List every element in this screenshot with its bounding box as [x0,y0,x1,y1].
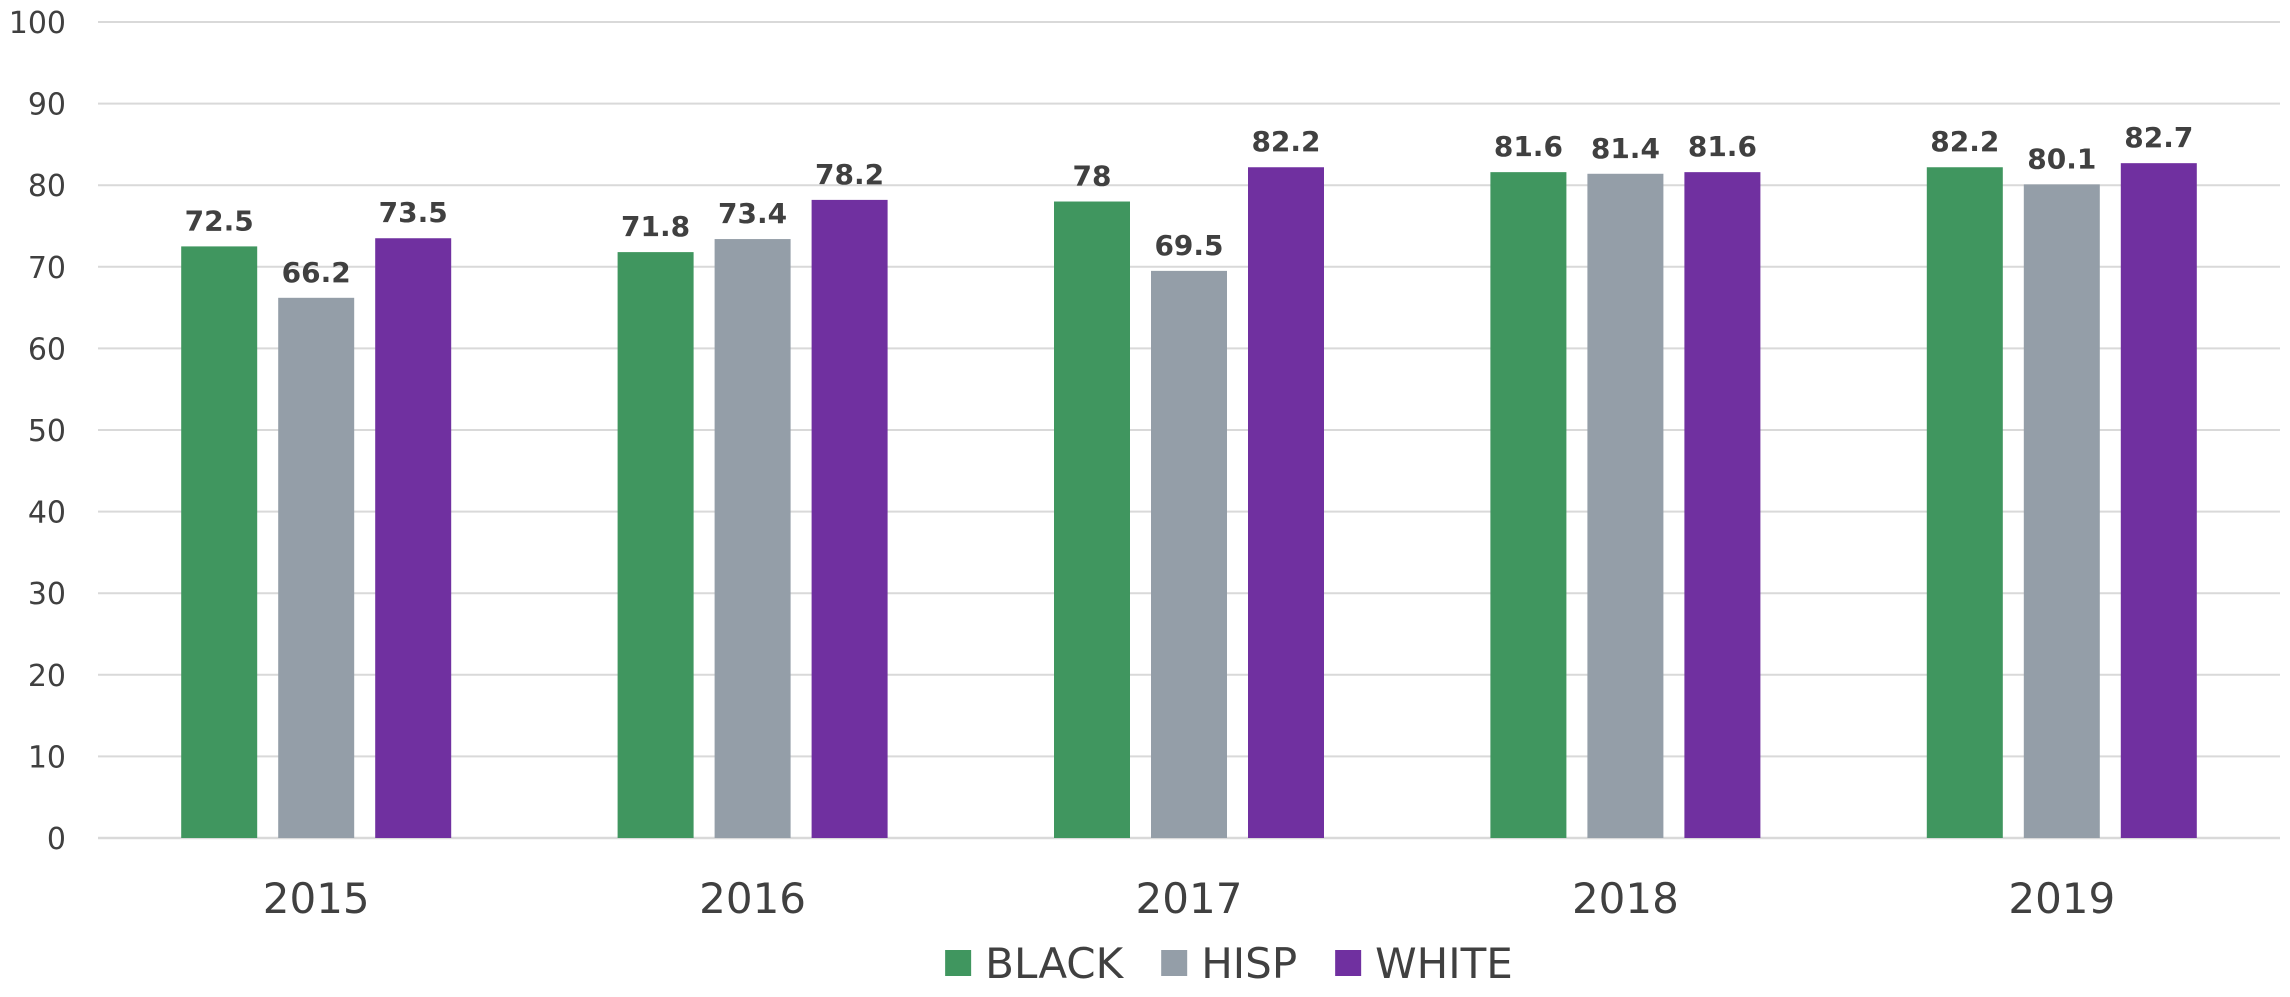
x-category-label: 2017 [1136,874,1243,923]
data-label: 80.1 [2027,142,2096,175]
legend-label-hisp: HISP [1201,939,1297,988]
y-axis-tick-labels: 0 10 20 30 40 50 60 70 80 90 100 [9,6,66,857]
bar-black-2017 [1054,201,1130,838]
bar-white-2015 [375,238,452,839]
legend-label-black: BLACK [985,939,1124,988]
data-label: 81.4 [1591,132,1660,165]
x-category-label: 2015 [263,874,370,923]
legend-swatch-hisp [1161,950,1188,976]
data-label: 78.2 [815,158,884,191]
bar-hisp-2019 [2023,184,2100,838]
data-label: 71.8 [621,210,690,243]
legend: BLACK HISP WHITE [945,939,1513,988]
bar-white-2019 [2120,163,2197,839]
y-tick-label: 0 [47,822,66,857]
data-label: 81.6 [1688,130,1757,163]
y-tick-label: 100 [9,6,66,41]
bar-white-2018 [1684,172,1761,839]
bar-hisp-2017 [1151,270,1227,838]
bar-white-2016 [811,199,888,838]
legend-swatch-white [1335,950,1362,976]
data-label: 78 [1073,160,1112,193]
y-tick-label: 40 [28,496,66,531]
data-label: 69.5 [1154,229,1223,262]
x-axis-category-labels: 2015 2016 2017 2018 2019 [263,874,2115,923]
data-label: 82.2 [1930,125,1999,158]
x-category-label: 2019 [2008,874,2115,923]
data-labels: 72.5 66.2 73.5 71.8 73.4 78.2 78 69.5 82.2 81.6 81… [185,121,2194,289]
bar-black-2019 [1926,167,2003,839]
data-label: 82.7 [2124,121,2193,154]
y-tick-label: 50 [28,414,66,449]
bar-hisp-2018 [1587,173,1664,838]
data-label: 81.6 [1494,130,1563,163]
bar-hisp-2016 [714,239,791,838]
legend-label-white: WHITE [1375,939,1513,988]
bar-black-2016 [617,252,694,838]
bar-hisp-2015 [278,297,355,839]
data-label: 73.5 [379,196,448,229]
data-label: 66.2 [282,256,351,289]
y-tick-label: 90 [28,88,66,123]
bar-white-2017 [1248,167,1324,839]
bar-black-2015 [181,246,258,838]
y-tick-label: 30 [28,577,66,612]
y-tick-label: 60 [28,332,66,367]
data-label: 72.5 [185,204,254,237]
legend-swatch-black [945,950,972,976]
y-tick-label: 70 [28,251,66,286]
data-label: 73.4 [718,197,787,230]
x-category-label: 2018 [1572,874,1679,923]
y-tick-label: 20 [28,659,66,694]
y-tick-label: 80 [28,169,66,204]
x-category-label: 2016 [699,874,806,923]
bars [181,163,2197,839]
bar-black-2018 [1490,172,1567,839]
y-tick-label: 10 [28,740,66,775]
data-label: 82.2 [1251,125,1320,158]
